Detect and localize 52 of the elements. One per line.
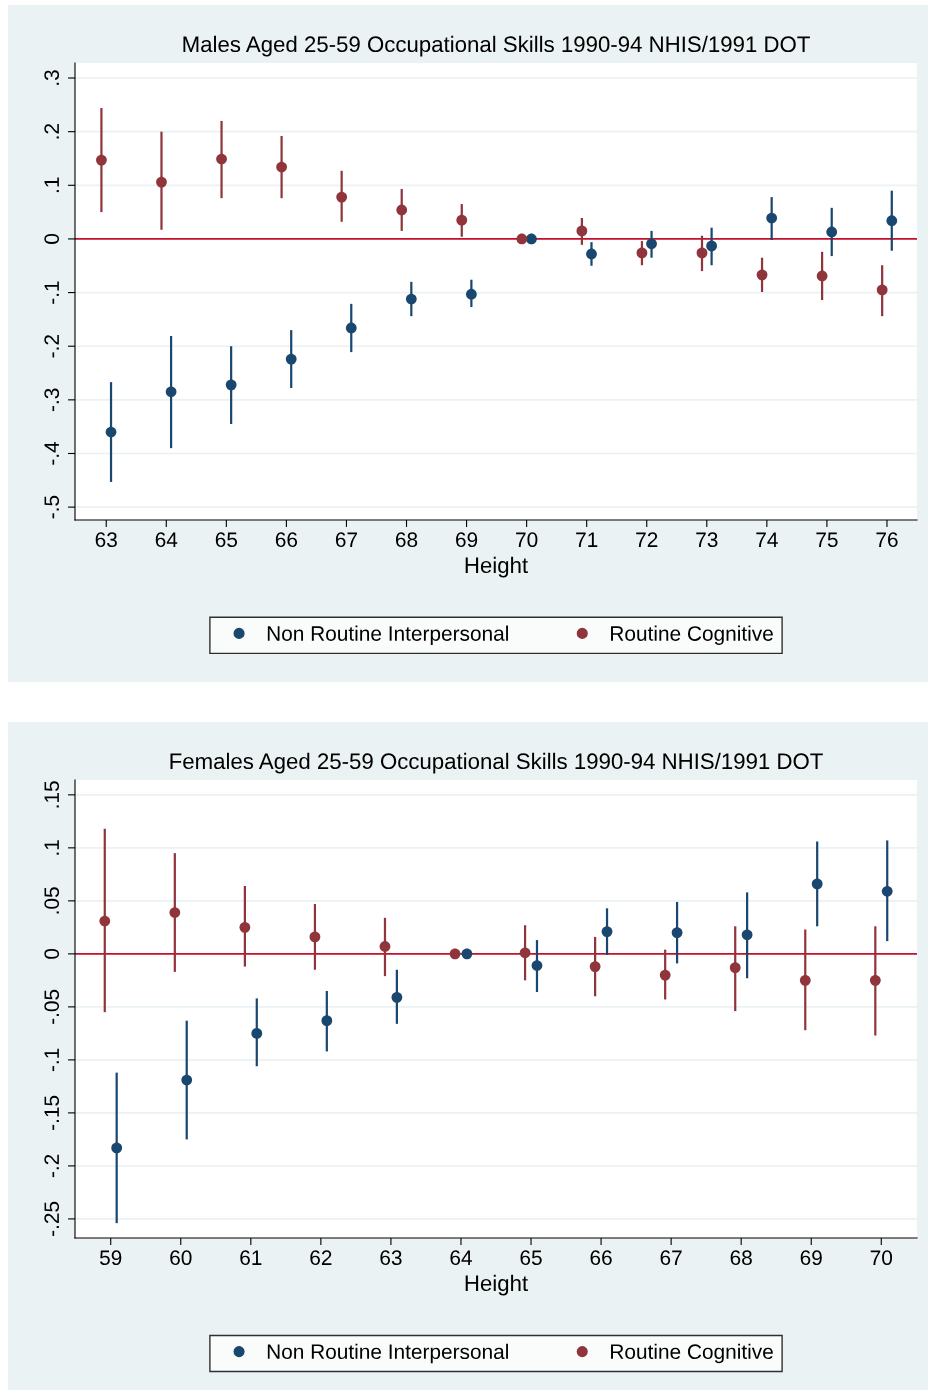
- y-tick-label: 0: [44, 948, 60, 959]
- x-tick-label: 61: [240, 1250, 262, 1266]
- x-axis-title: Height: [465, 1274, 528, 1296]
- x-tick-label: 67: [335, 532, 357, 548]
- x-tick-label: 66: [590, 1250, 612, 1266]
- x-tick-label: 65: [520, 1250, 542, 1266]
- x-tick-label: 68: [730, 1250, 752, 1266]
- legend-label: Non Routine Interpersonal: [267, 1343, 508, 1364]
- y-tick-label: 0: [44, 233, 60, 244]
- chart-title: Males Aged 25-59 Occupational Skills 1990-94 NHIS/1991 DOT: [183, 35, 810, 57]
- x-tick-label: 63: [95, 532, 117, 548]
- y-tick-label: .2: [44, 124, 59, 139]
- x-tick-label: 70: [870, 1250, 893, 1266]
- y-tick-label: .3: [44, 70, 60, 85]
- y-tick-label: -.1: [44, 281, 59, 304]
- x-tick-label: 68: [395, 532, 418, 548]
- y-tick-label: .15: [44, 781, 60, 808]
- legend-label: Routine Cognitive: [611, 1343, 773, 1364]
- chart-title: Females Aged 25-59 Occupational Skills 1990-94 NHIS/1991 DOT: [170, 752, 823, 774]
- x-tick-label: 76: [876, 532, 898, 548]
- y-tick-label: -.2: [44, 1154, 59, 1178]
- y-tick-label: .05: [44, 887, 60, 914]
- x-tick-label: 71: [576, 532, 598, 547]
- x-tick-label: 67: [660, 1250, 682, 1266]
- x-tick-label: 72: [636, 532, 658, 547]
- y-tick-label: -.2: [44, 335, 59, 358]
- x-tick-label: 75: [816, 532, 838, 548]
- x-tick-label: 74: [756, 532, 778, 547]
- x-tick-label: 73: [696, 532, 718, 548]
- x-tick-label: 69: [800, 1250, 822, 1266]
- x-tick-label: 62: [310, 1250, 332, 1266]
- x-tick-label: 64: [450, 1250, 472, 1266]
- x-tick-label: 64: [155, 532, 178, 548]
- y-tick-label: -.3: [44, 388, 60, 412]
- y-tick-label: -.05: [44, 989, 60, 1024]
- y-tick-label: .1: [44, 177, 59, 193]
- y-tick-label: -.5: [44, 495, 60, 519]
- y-tick-label: -.15: [44, 1095, 60, 1130]
- x-tick-label: 69: [456, 532, 478, 548]
- legend-label: Routine Cognitive: [611, 625, 773, 645]
- x-tick-label: 65: [215, 532, 238, 548]
- x-tick-label: 59: [99, 1250, 122, 1266]
- y-tick-label: -.1: [44, 1048, 59, 1072]
- x-tick-label: 60: [170, 1250, 192, 1266]
- x-tick-label: 70: [516, 532, 538, 548]
- x-tick-label: 63: [380, 1250, 402, 1266]
- y-tick-label: -.25: [44, 1201, 60, 1236]
- legend-label: Non Routine Interpersonal: [267, 625, 508, 645]
- y-tick-label: -.4: [44, 441, 59, 465]
- x-tick-label: 66: [275, 532, 298, 548]
- x-axis-title: Height: [465, 556, 528, 578]
- y-tick-label: .1: [44, 840, 59, 855]
